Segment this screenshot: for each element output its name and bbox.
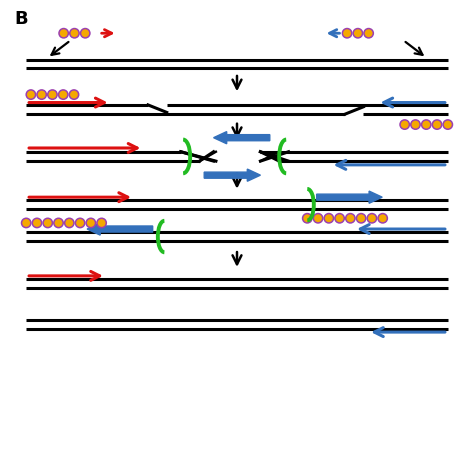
Circle shape xyxy=(400,120,410,129)
Circle shape xyxy=(411,120,420,129)
FancyArrow shape xyxy=(317,191,382,203)
Circle shape xyxy=(353,28,363,38)
Circle shape xyxy=(356,214,366,223)
Circle shape xyxy=(64,218,74,228)
Circle shape xyxy=(432,120,442,129)
Circle shape xyxy=(324,214,334,223)
FancyArrow shape xyxy=(204,169,260,181)
Circle shape xyxy=(59,28,68,38)
Circle shape xyxy=(69,90,79,99)
Circle shape xyxy=(81,28,90,38)
Circle shape xyxy=(364,28,374,38)
Circle shape xyxy=(48,90,57,99)
Circle shape xyxy=(70,28,79,38)
Circle shape xyxy=(32,218,42,228)
Circle shape xyxy=(421,120,431,129)
Circle shape xyxy=(346,214,355,223)
Circle shape xyxy=(86,218,96,228)
Circle shape xyxy=(43,218,53,228)
Circle shape xyxy=(75,218,85,228)
Circle shape xyxy=(443,120,453,129)
Circle shape xyxy=(37,90,46,99)
Circle shape xyxy=(58,90,68,99)
Circle shape xyxy=(313,214,323,223)
Circle shape xyxy=(335,214,344,223)
Circle shape xyxy=(342,28,352,38)
Text: B: B xyxy=(15,10,28,28)
Circle shape xyxy=(21,218,31,228)
FancyArrow shape xyxy=(87,223,153,235)
Circle shape xyxy=(97,218,106,228)
Circle shape xyxy=(302,214,312,223)
Circle shape xyxy=(367,214,377,223)
Circle shape xyxy=(54,218,63,228)
Circle shape xyxy=(378,214,387,223)
Circle shape xyxy=(26,90,36,99)
FancyArrow shape xyxy=(214,132,270,144)
